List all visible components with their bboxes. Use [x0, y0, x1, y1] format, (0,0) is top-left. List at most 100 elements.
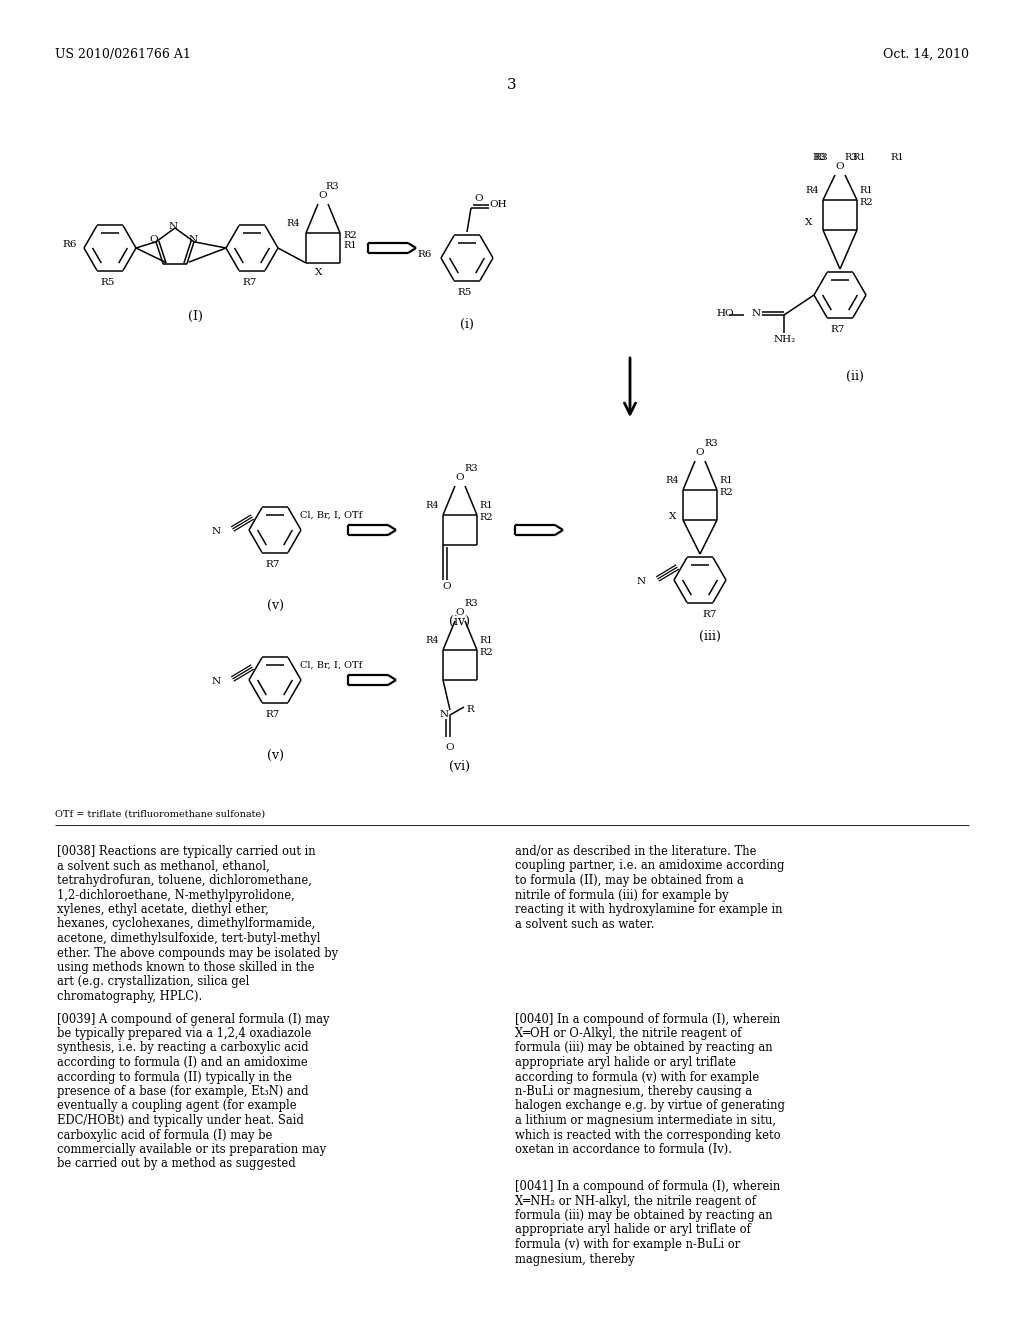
- Text: R7: R7: [702, 610, 717, 619]
- Text: X: X: [805, 218, 812, 227]
- Text: appropriate aryl halide or aryl triflate: appropriate aryl halide or aryl triflate: [515, 1056, 736, 1069]
- Text: R2: R2: [479, 513, 493, 521]
- Text: O: O: [695, 447, 705, 457]
- Text: halogen exchange e.g. by virtue of generating: halogen exchange e.g. by virtue of gener…: [515, 1100, 785, 1113]
- Text: using methods known to those skilled in the: using methods known to those skilled in …: [57, 961, 314, 974]
- Text: which is reacted with the corresponding keto: which is reacted with the corresponding …: [515, 1129, 780, 1142]
- Text: n-BuLi or magnesium, thereby causing a: n-BuLi or magnesium, thereby causing a: [515, 1085, 752, 1098]
- Text: acetone, dimethylsulfoxide, tert-butyl-methyl: acetone, dimethylsulfoxide, tert-butyl-m…: [57, 932, 321, 945]
- Text: be typically prepared via a 1,2,4 oxadiazole: be typically prepared via a 1,2,4 oxadia…: [57, 1027, 311, 1040]
- Text: R: R: [466, 705, 474, 714]
- Text: O: O: [150, 235, 158, 244]
- Text: R3: R3: [325, 182, 339, 191]
- Text: xylenes, ethyl acetate, diethyl ether,: xylenes, ethyl acetate, diethyl ether,: [57, 903, 268, 916]
- Text: [0039] A compound of general formula (I) may: [0039] A compound of general formula (I)…: [57, 1012, 330, 1026]
- Text: coupling partner, i.e. an amidoxime according: coupling partner, i.e. an amidoxime acco…: [515, 859, 784, 873]
- Text: NH₂: NH₂: [774, 335, 797, 345]
- Text: R3: R3: [814, 153, 827, 162]
- Text: O: O: [445, 743, 455, 752]
- Text: art (e.g. crystallization, silica gel: art (e.g. crystallization, silica gel: [57, 975, 250, 989]
- Text: R6: R6: [417, 249, 431, 259]
- Text: X═NH₂ or NH-alkyl, the nitrile reagent of: X═NH₂ or NH-alkyl, the nitrile reagent o…: [515, 1195, 756, 1208]
- Text: reacting it with hydroxylamine for example in: reacting it with hydroxylamine for examp…: [515, 903, 782, 916]
- Text: O: O: [475, 194, 483, 203]
- Text: R4: R4: [425, 502, 438, 510]
- Text: presence of a base (for example, Et₃N) and: presence of a base (for example, Et₃N) a…: [57, 1085, 308, 1098]
- Text: N: N: [211, 527, 220, 536]
- Text: according to formula (II) typically in the: according to formula (II) typically in t…: [57, 1071, 292, 1084]
- Text: nitrile of formula (iii) for example by: nitrile of formula (iii) for example by: [515, 888, 729, 902]
- Text: to formula (II), may be obtained from a: to formula (II), may be obtained from a: [515, 874, 743, 887]
- Text: R2: R2: [343, 231, 356, 240]
- Text: R1: R1: [859, 186, 872, 195]
- Text: hexanes, cyclohexanes, dimethylformamide,: hexanes, cyclohexanes, dimethylformamide…: [57, 917, 315, 931]
- Text: R5: R5: [100, 279, 115, 286]
- Text: synthesis, i.e. by reacting a carboxylic acid: synthesis, i.e. by reacting a carboxylic…: [57, 1041, 308, 1055]
- Text: X═OH or O-Alkyl, the nitrile reagent of: X═OH or O-Alkyl, the nitrile reagent of: [515, 1027, 741, 1040]
- Text: (v): (v): [266, 601, 284, 612]
- Text: tetrahydrofuran, toluene, dichloromethane,: tetrahydrofuran, toluene, dichloromethan…: [57, 874, 312, 887]
- Text: N: N: [168, 222, 177, 231]
- Text: 1,2-dichloroethane, N-methylpyrolidone,: 1,2-dichloroethane, N-methylpyrolidone,: [57, 888, 295, 902]
- Text: R1: R1: [479, 636, 493, 645]
- Text: R2: R2: [479, 648, 493, 657]
- Text: R7: R7: [242, 279, 256, 286]
- Text: R4: R4: [286, 219, 300, 228]
- Text: (v): (v): [266, 750, 284, 763]
- Text: commercially available or its preparation may: commercially available or its preparatio…: [57, 1143, 326, 1156]
- Text: Cl, Br, I, OTf: Cl, Br, I, OTf: [299, 511, 361, 520]
- Text: (iii): (iii): [699, 630, 721, 643]
- Text: appropriate aryl halide or aryl triflate of: appropriate aryl halide or aryl triflate…: [515, 1224, 751, 1237]
- Text: R3: R3: [844, 153, 858, 162]
- Text: oxetan in accordance to formula (Iv).: oxetan in accordance to formula (Iv).: [515, 1143, 732, 1156]
- Text: R6: R6: [62, 240, 77, 249]
- Text: [0040] In a compound of formula (I), wherein: [0040] In a compound of formula (I), whe…: [515, 1012, 780, 1026]
- Text: OH: OH: [489, 201, 507, 209]
- Text: according to formula (I) and an amidoxime: according to formula (I) and an amidoxim…: [57, 1056, 308, 1069]
- Text: formula (iii) may be obtained by reacting an: formula (iii) may be obtained by reactin…: [515, 1041, 773, 1055]
- Text: Oct. 14, 2010: Oct. 14, 2010: [883, 48, 969, 61]
- Text: R7: R7: [265, 710, 280, 719]
- Text: (I): (I): [187, 310, 203, 323]
- Text: a lithium or magnesium intermediate in situ,: a lithium or magnesium intermediate in s…: [515, 1114, 776, 1127]
- Text: R4: R4: [805, 186, 818, 195]
- Text: N: N: [636, 577, 645, 586]
- Text: EDC/HOBt) and typically under heat. Said: EDC/HOBt) and typically under heat. Said: [57, 1114, 304, 1127]
- Text: US 2010/0261766 A1: US 2010/0261766 A1: [55, 48, 190, 61]
- Text: R4: R4: [425, 636, 438, 645]
- Text: X: X: [669, 512, 677, 521]
- Text: carboxylic acid of formula (I) may be: carboxylic acid of formula (I) may be: [57, 1129, 272, 1142]
- Text: R7: R7: [830, 325, 845, 334]
- Text: ether. The above compounds may be isolated by: ether. The above compounds may be isolat…: [57, 946, 338, 960]
- Text: R3: R3: [705, 440, 718, 447]
- Text: (iv): (iv): [450, 615, 470, 628]
- Text: [0038] Reactions are typically carried out in: [0038] Reactions are typically carried o…: [57, 845, 315, 858]
- Text: chromatography, HPLC).: chromatography, HPLC).: [57, 990, 203, 1003]
- Text: according to formula (v) with for example: according to formula (v) with for exampl…: [515, 1071, 759, 1084]
- Text: and/or as described in the literature. The: and/or as described in the literature. T…: [515, 845, 757, 858]
- Text: R3: R3: [464, 599, 477, 609]
- Text: R1: R1: [852, 153, 865, 162]
- Text: O: O: [836, 162, 845, 172]
- Text: O: O: [318, 191, 328, 201]
- Text: [0041] In a compound of formula (I), wherein: [0041] In a compound of formula (I), whe…: [515, 1180, 780, 1193]
- Text: OTf = triflate (trifluoromethane sulfonate): OTf = triflate (trifluoromethane sulfona…: [55, 810, 265, 818]
- Text: R5: R5: [457, 288, 471, 297]
- Text: (vi): (vi): [450, 760, 470, 774]
- Text: O: O: [442, 582, 451, 591]
- Text: X: X: [315, 268, 323, 277]
- Text: be carried out by a method as suggested: be carried out by a method as suggested: [57, 1158, 296, 1171]
- Text: N: N: [189, 235, 198, 244]
- Text: R2: R2: [859, 198, 872, 207]
- Text: formula (v) with for example n-BuLi or: formula (v) with for example n-BuLi or: [515, 1238, 740, 1251]
- Text: R4: R4: [665, 477, 679, 484]
- Text: formula (iii) may be obtained by reacting an: formula (iii) may be obtained by reactin…: [515, 1209, 773, 1222]
- Text: eventually a coupling agent (for example: eventually a coupling agent (for example: [57, 1100, 297, 1113]
- Text: N: N: [439, 710, 449, 719]
- Text: N: N: [211, 676, 220, 685]
- Text: R2: R2: [719, 488, 732, 498]
- Text: N: N: [752, 309, 761, 318]
- Text: magnesium, thereby: magnesium, thereby: [515, 1253, 635, 1266]
- Text: Cl, Br, I, OTf: Cl, Br, I, OTf: [299, 661, 361, 671]
- Text: O: O: [456, 609, 464, 616]
